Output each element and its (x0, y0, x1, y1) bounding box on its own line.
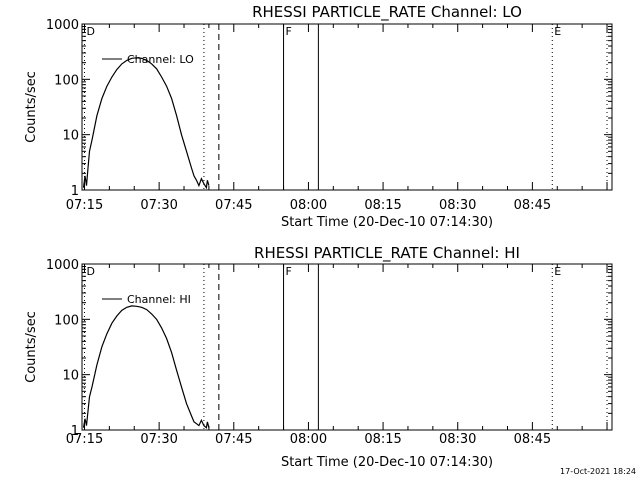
event-marker-label: F (286, 265, 292, 278)
y-tick-label: 10 (62, 369, 79, 384)
x-tick-label: 08:00 (290, 432, 327, 447)
x-tick-label: 08:00 (290, 198, 327, 213)
x-tick-label: 07:15 (66, 432, 103, 447)
event-marker-label: D (86, 25, 94, 38)
x-tick-label: 08:15 (364, 432, 401, 447)
y-axis-label: Counts/sec (24, 311, 39, 383)
chart-title: RHESSI PARTICLE_RATE Channel: LO (252, 3, 522, 22)
legend-label: Channel: LO (127, 53, 194, 66)
series-line-hi (82, 305, 210, 429)
footer-timestamp: 17-Oct-2021 18:24 (560, 467, 636, 476)
legend-label: Channel: HI (127, 293, 191, 306)
chart-panel-lo: RHESSI PARTICLE_RATE Channel: LO 1 10 100 10… (24, 3, 613, 230)
y-tick-label: 1 (71, 184, 79, 199)
event-marker-label: E (554, 25, 561, 38)
series-line-lo (82, 57, 210, 190)
y-tick-label: 1 (71, 424, 79, 439)
x-tick-label: 07:15 (66, 198, 103, 213)
x-tick-label: 08:45 (514, 198, 551, 213)
chart-title: RHESSI PARTICLE_RATE Channel: HI (254, 244, 520, 263)
y-axis-label: Counts/sec (24, 71, 39, 143)
event-marker-label: D (86, 265, 94, 278)
y-tick-label: 100 (54, 313, 79, 328)
x-tick-label: 08:30 (439, 432, 476, 447)
plot-frame (81, 23, 613, 191)
x-axis-label: Start Time (20-Dec-10 07:14:30) (281, 455, 493, 470)
plot-frame (81, 263, 613, 431)
x-axis-label: Start Time (20-Dec-10 07:14:30) (281, 215, 493, 230)
y-tick-label: 1000 (46, 18, 79, 33)
chart-panel-hi: RHESSI PARTICLE_RATE Channel: HI 1 10 100 10… (24, 244, 613, 470)
x-tick-label: 08:15 (364, 198, 401, 213)
y-tick-label: 100 (54, 73, 79, 88)
x-tick-label: 08:30 (439, 198, 476, 213)
event-marker-label: E (554, 265, 561, 278)
x-tick-label: 07:45 (215, 198, 252, 213)
y-tick-label: 1000 (46, 258, 79, 273)
event-marker-label: F (286, 25, 292, 38)
x-tick-label: 07:45 (215, 432, 252, 447)
x-tick-label: 07:30 (140, 432, 177, 447)
y-tick-label: 10 (62, 129, 79, 144)
x-tick-label: 08:45 (514, 432, 551, 447)
x-tick-label: 07:30 (140, 198, 177, 213)
